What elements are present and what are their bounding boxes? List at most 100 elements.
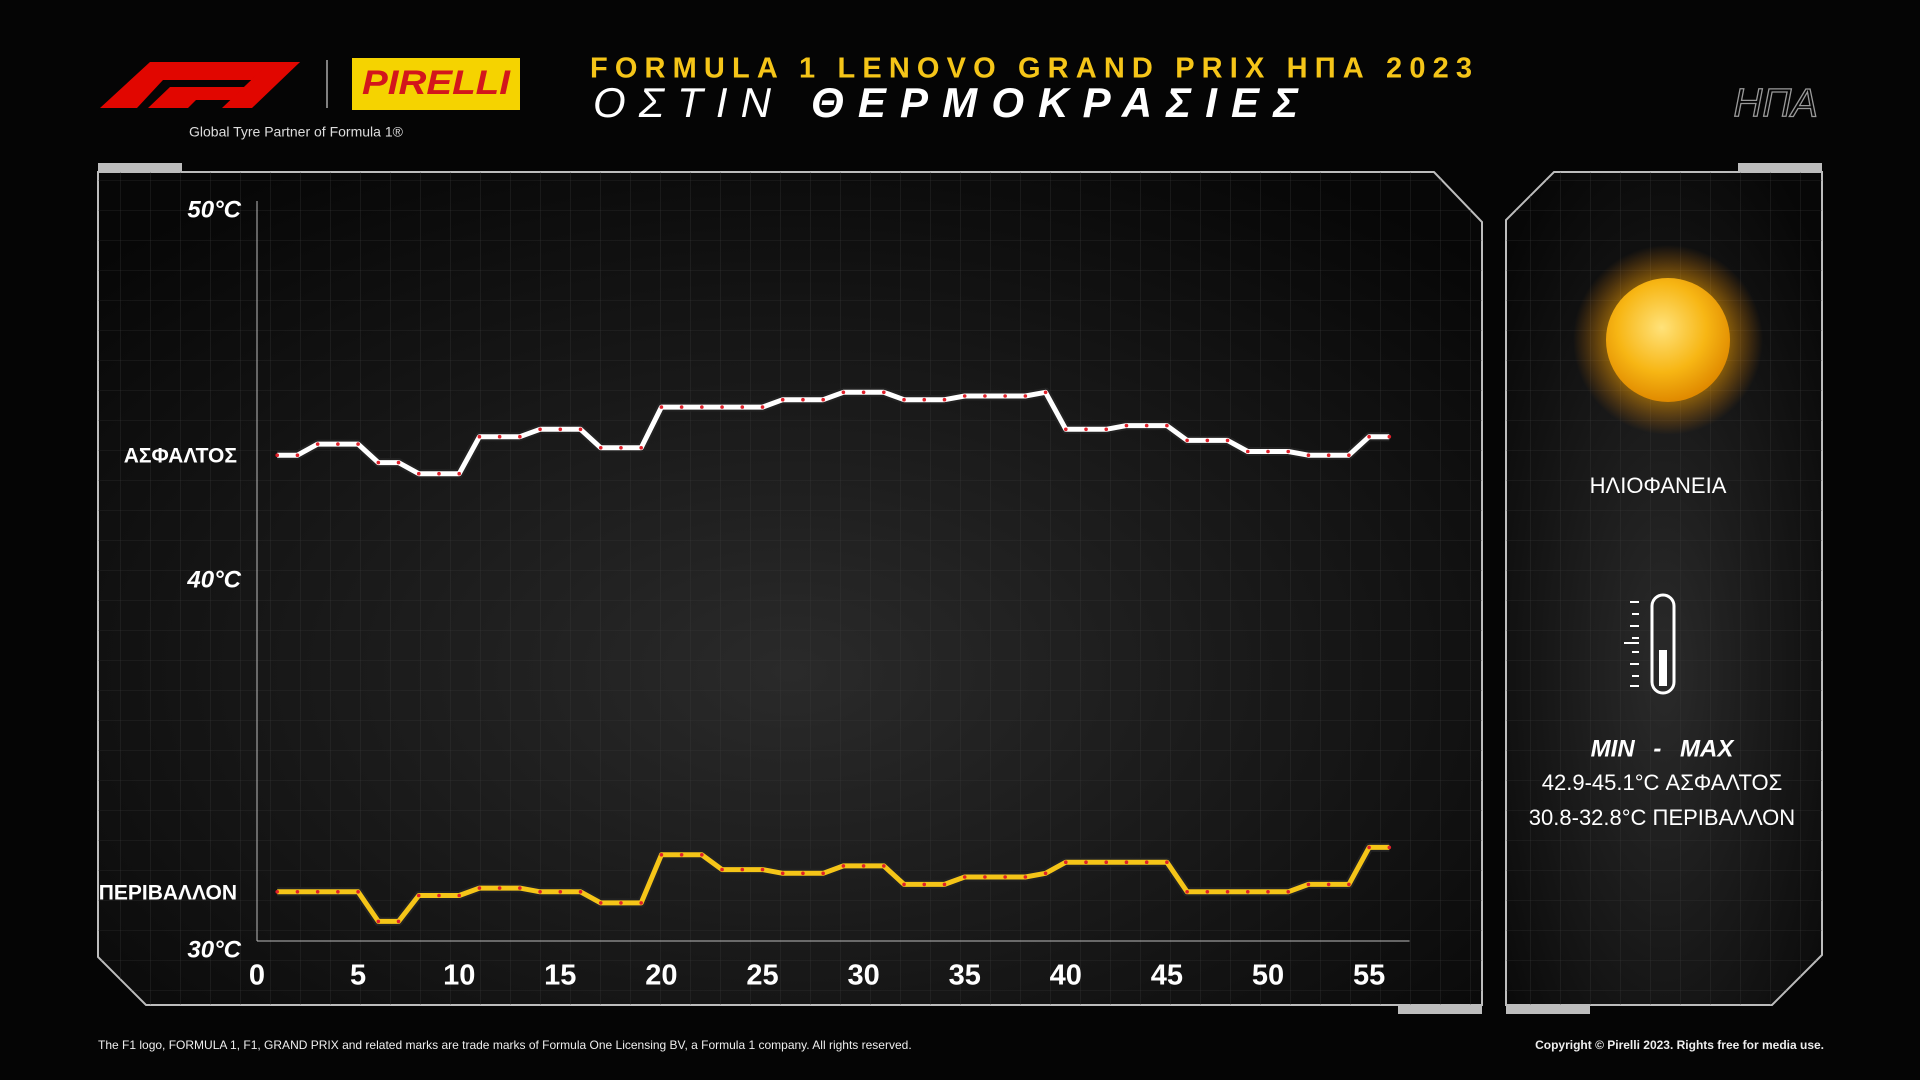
data-point xyxy=(902,397,906,402)
weather-condition: ΗΛΙΟΦΑΝΕΙΑ xyxy=(1590,473,1727,498)
data-point xyxy=(336,442,340,446)
data-point xyxy=(396,919,401,924)
data-point xyxy=(598,446,603,450)
data-point xyxy=(598,901,603,905)
data-point xyxy=(1003,394,1007,398)
data-point xyxy=(1387,845,1392,850)
data-point xyxy=(700,405,704,409)
data-point xyxy=(497,886,502,890)
data-point xyxy=(1367,434,1371,439)
data-point xyxy=(295,890,300,894)
data-point xyxy=(679,853,684,857)
y-tick-label: 50°C xyxy=(187,196,241,223)
data-point xyxy=(983,394,987,398)
data-point xyxy=(518,434,522,439)
data-point xyxy=(416,893,421,898)
data-point xyxy=(1104,427,1109,432)
y-tick-label: 30°C xyxy=(187,936,241,963)
data-point xyxy=(841,864,846,868)
data-point xyxy=(578,890,583,894)
data-point xyxy=(801,871,805,876)
data-point xyxy=(356,890,360,894)
data-point xyxy=(396,460,401,465)
data-point xyxy=(457,893,462,898)
data-point xyxy=(740,867,745,872)
data-point xyxy=(821,397,825,402)
data-point xyxy=(1023,875,1028,879)
data-point xyxy=(336,890,340,894)
data-point xyxy=(882,390,886,395)
data-point xyxy=(659,405,664,409)
data-point xyxy=(518,886,522,890)
data-point xyxy=(639,901,643,905)
data-point xyxy=(1165,860,1169,864)
data-point xyxy=(1084,860,1088,864)
x-tick-label: 20 xyxy=(645,960,677,992)
brand: PIRELLI xyxy=(362,64,512,102)
data-point xyxy=(962,875,967,879)
data-point xyxy=(861,390,866,395)
pirelli-logo xyxy=(352,58,520,110)
air-range: 30.8-32.8°C ΠΕΡΙΒΑΛΛΟΝ xyxy=(1529,805,1795,830)
data-point xyxy=(679,405,684,409)
data-point xyxy=(760,867,765,872)
data-point xyxy=(538,890,542,894)
data-point xyxy=(1347,453,1351,458)
data-point xyxy=(1266,890,1270,894)
data-point xyxy=(1205,890,1210,894)
data-point xyxy=(1144,423,1149,428)
panel-tab xyxy=(1738,163,1822,172)
data-point xyxy=(1043,390,1048,395)
data-point xyxy=(1185,438,1189,443)
x-tick-label: 45 xyxy=(1151,960,1183,992)
data-point xyxy=(882,864,886,868)
data-point xyxy=(1326,453,1331,458)
data-point xyxy=(376,460,381,465)
footer-note: The F1 logo, FORMULA 1, F1, GRAND PRIX a… xyxy=(98,1038,912,1052)
data-point xyxy=(1245,890,1250,894)
data-point xyxy=(861,864,866,868)
x-tick-label: 35 xyxy=(949,960,981,992)
data-point xyxy=(1205,438,1210,443)
x-tick-label: 15 xyxy=(544,960,576,992)
data-point xyxy=(902,882,906,887)
data-point xyxy=(801,397,805,402)
data-point xyxy=(619,901,623,905)
data-point xyxy=(983,875,987,879)
x-tick-label: 5 xyxy=(350,960,366,992)
panel-tab xyxy=(98,163,182,172)
data-point xyxy=(477,886,482,890)
data-point xyxy=(356,442,360,446)
tagline: Global Tyre Partner of Formula 1® xyxy=(189,124,404,140)
x-tick-label: 55 xyxy=(1353,960,1385,992)
data-point xyxy=(578,427,583,432)
y-tick-label: 40°C xyxy=(186,566,241,593)
data-point xyxy=(1225,438,1230,443)
series-line xyxy=(277,844,1390,924)
asphalt-range: 42.9-45.1°C ΑΣΦΑΛΤΟΣ xyxy=(1542,770,1782,795)
data-point xyxy=(720,405,724,409)
panel-grid xyxy=(98,172,1482,1005)
data-point xyxy=(922,397,927,402)
data-point xyxy=(437,471,441,476)
data-point xyxy=(437,893,441,898)
data-point xyxy=(619,446,623,450)
f1-logo xyxy=(100,62,300,108)
data-point xyxy=(700,853,704,857)
data-point xyxy=(639,446,643,450)
data-point xyxy=(942,882,947,887)
data-point xyxy=(1245,449,1250,454)
data-point xyxy=(1165,423,1169,428)
data-point xyxy=(1306,453,1311,458)
data-point xyxy=(1003,875,1007,879)
copyright: Copyright © Pirelli 2023. Rights free fo… xyxy=(1535,1038,1824,1052)
data-point xyxy=(1064,427,1068,432)
sun-icon xyxy=(1606,278,1730,402)
data-point xyxy=(416,471,421,476)
series-line xyxy=(277,389,1390,477)
x-tick-label: 50 xyxy=(1252,960,1284,992)
panel-tab xyxy=(1398,1005,1482,1014)
data-point xyxy=(1367,845,1371,850)
x-tick-label: 10 xyxy=(443,960,475,992)
data-point xyxy=(720,867,724,872)
